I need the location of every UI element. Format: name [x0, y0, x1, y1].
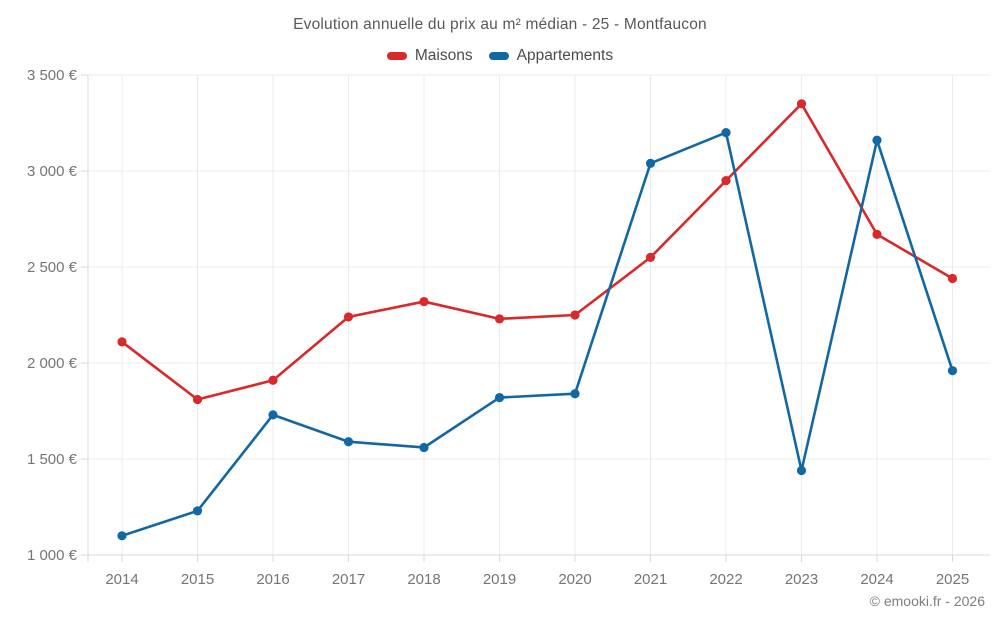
data-point-appartements-2017[interactable]	[343, 437, 354, 447]
data-point-appartements-2016[interactable]	[268, 410, 278, 420]
x-tick-label: 2024	[860, 571, 893, 588]
y-tick-label: 3 500 €	[27, 67, 78, 84]
legend-item-maisons[interactable]: Maisons	[386, 47, 473, 65]
data-point-appartements-2023[interactable]	[796, 465, 807, 476]
data-point-maisons-2020[interactable]	[570, 310, 580, 320]
x-tick-label: 2021	[634, 571, 667, 588]
data-point-maisons-2015[interactable]	[192, 394, 203, 405]
data-point-maisons-2022[interactable]	[721, 176, 731, 186]
x-tick-label: 2023	[785, 571, 818, 588]
data-point-appartements-2021[interactable]	[645, 158, 656, 168]
copyright-label: © emooki.fr - 2026	[869, 593, 985, 609]
data-point-maisons-2019[interactable]	[494, 314, 505, 324]
x-tick-label: 2015	[181, 571, 214, 588]
x-tick-label: 2019	[483, 571, 516, 588]
data-point-appartements-2019[interactable]	[494, 392, 505, 403]
data-point-maisons-2024[interactable]	[872, 229, 882, 239]
x-tick-label: 2022	[709, 571, 742, 588]
data-point-maisons-2016[interactable]	[268, 375, 278, 385]
x-tick-label: 2025	[936, 571, 969, 588]
x-tick-label: 2014	[105, 571, 138, 588]
y-tick-label: 1 000 €	[27, 547, 78, 564]
y-tick-label: 3 000 €	[27, 163, 78, 180]
data-point-appartements-2014[interactable]	[117, 531, 127, 541]
maisons-color-swatch	[386, 52, 407, 60]
data-point-appartements-2015[interactable]	[192, 506, 203, 516]
appartements-color-swatch	[488, 52, 509, 60]
legend-item-appartements[interactable]: Appartements	[488, 47, 614, 65]
y-tick-label: 2 500 €	[27, 259, 78, 276]
data-point-maisons-2017[interactable]	[343, 312, 354, 322]
x-tick-label: 2018	[407, 571, 440, 588]
y-tick-label: 1 500 €	[27, 451, 78, 468]
x-tick-label: 2017	[332, 571, 365, 588]
chart-title: Evolution annuelle du prix au m² médian …	[293, 16, 707, 33]
data-point-maisons-2025[interactable]	[947, 273, 958, 284]
legend-label-appartements: Appartements	[516, 47, 614, 64]
legend-label-maisons: Maisons	[414, 47, 473, 64]
data-point-maisons-2021[interactable]	[645, 252, 656, 262]
data-point-appartements-2022[interactable]	[721, 128, 731, 138]
data-point-maisons-2014[interactable]	[117, 337, 127, 347]
chart-legend: Maisons Appartements	[0, 45, 1000, 67]
x-tick-label: 2016	[256, 571, 289, 588]
series-line-appartements	[120, 131, 954, 538]
data-point-appartements-2020[interactable]	[570, 389, 580, 399]
data-point-appartements-2025[interactable]	[947, 366, 958, 376]
data-point-maisons-2018[interactable]	[419, 296, 429, 307]
data-point-appartements-2018[interactable]	[419, 442, 429, 453]
data-point-appartements-2024[interactable]	[872, 135, 882, 145]
x-tick-label: 2020	[558, 571, 591, 588]
y-tick-label: 2 000 €	[27, 355, 78, 372]
data-point-maisons-2023[interactable]	[796, 99, 807, 109]
series-line-maisons	[120, 102, 954, 401]
